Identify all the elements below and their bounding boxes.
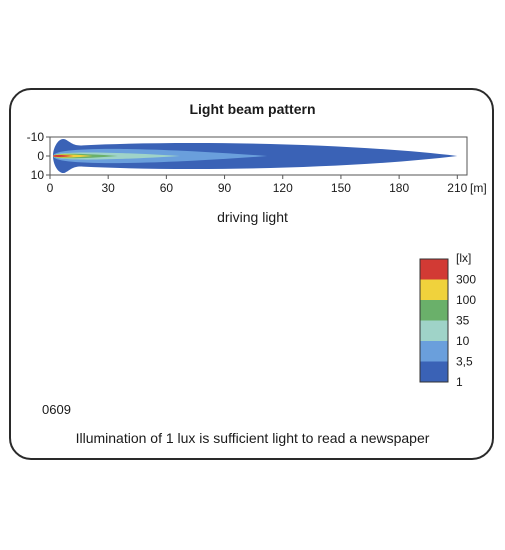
chart-title: Light beam pattern bbox=[189, 101, 316, 117]
chart-subtitle: driving light bbox=[217, 209, 288, 225]
illumination-note: Illumination of 1 lux is sufficient ligh… bbox=[75, 430, 430, 446]
chart-card bbox=[9, 88, 494, 460]
figure-code: 0609 bbox=[42, 402, 71, 417]
